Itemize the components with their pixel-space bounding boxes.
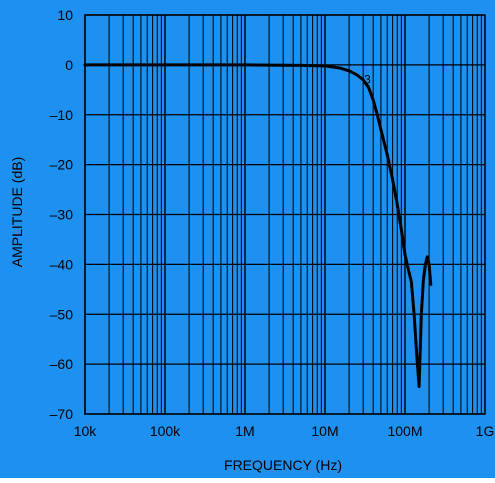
plot-frame bbox=[84, 14, 486, 415]
grid bbox=[84, 14, 485, 415]
y-tick-label: –30 bbox=[50, 207, 74, 223]
x-tick-label: 100k bbox=[150, 423, 181, 439]
x-tick-label: 10k bbox=[74, 423, 98, 439]
y-axis-label: AMPLITUDE (dB) bbox=[9, 157, 25, 267]
y-tick-label: –50 bbox=[50, 306, 74, 322]
y-tick-label: 10 bbox=[57, 7, 73, 23]
y-tick-label: –20 bbox=[50, 157, 74, 173]
x-tick-label: 1G bbox=[476, 423, 495, 439]
y-tick-label: 0 bbox=[65, 57, 73, 73]
annotation-label: 3 bbox=[364, 72, 371, 86]
x-tick-label: 10M bbox=[311, 423, 338, 439]
x-axis-label: FREQUENCY (Hz) bbox=[224, 457, 342, 473]
x-tick-label: 100M bbox=[387, 423, 422, 439]
tick-labels: 10k 100k 1M 10M 100M 1G 10 0 –10 –20 –30 –40 –50 –60 –… bbox=[50, 7, 495, 439]
series-line-amplitude bbox=[83, 63, 433, 389]
y-tick-label: –60 bbox=[50, 356, 74, 372]
annotations: 3 bbox=[364, 72, 371, 86]
y-tick-label: –10 bbox=[50, 107, 74, 123]
y-tick-label: –70 bbox=[50, 406, 74, 422]
y-tick-label: –40 bbox=[50, 256, 74, 272]
x-tick-label: 1M bbox=[235, 423, 254, 439]
